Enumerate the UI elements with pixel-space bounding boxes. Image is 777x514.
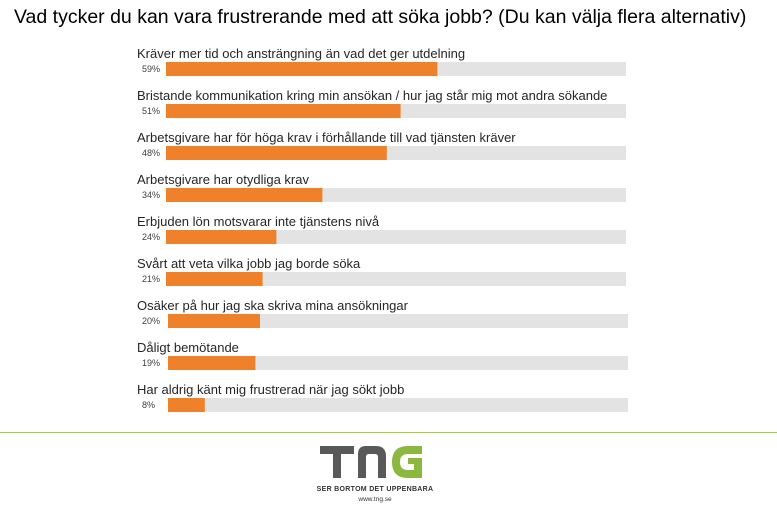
- bar-track: [166, 230, 626, 244]
- bar-row: Har aldrig känt mig frustrerad när jag s…: [137, 382, 628, 412]
- bar-row: Erbjuden lön motsvarar inte tjänstens ni…: [137, 214, 626, 244]
- bar-track: [168, 314, 628, 328]
- category-label: Svårt att veta vilka jobb jag borde söka: [137, 256, 361, 271]
- bar-chart: Kräver mer tid och ansträngning än vad d…: [137, 46, 628, 412]
- value-label: 19%: [142, 358, 160, 368]
- value-label: 48%: [142, 148, 160, 158]
- category-label: Har aldrig känt mig frustrerad när jag s…: [137, 382, 404, 397]
- category-label: Kräver mer tid och ansträngning än vad d…: [137, 46, 465, 61]
- logo-url: www.tng.se: [358, 496, 392, 503]
- bar-row: Bristande kommunikation kring min ansöka…: [137, 88, 626, 118]
- category-label: Arbetsgivare har för höga krav i förhåll…: [137, 130, 516, 145]
- category-label: Dåligt bemötande: [137, 340, 239, 355]
- bar: [166, 272, 263, 286]
- footer-divider: [0, 432, 777, 433]
- bar-row: Arbetsgivare har för höga krav i förhåll…: [137, 130, 626, 160]
- category-label: Osäker på hur jag ska skriva mina ansökn…: [137, 298, 409, 313]
- value-label: 51%: [142, 106, 160, 116]
- bar-track: [166, 272, 626, 286]
- bar-track: [168, 356, 628, 370]
- value-label: 20%: [142, 316, 160, 326]
- bar: [168, 398, 205, 412]
- bar-row: Kräver mer tid och ansträngning än vad d…: [137, 46, 626, 76]
- bar: [166, 104, 401, 118]
- value-label: 34%: [142, 190, 160, 200]
- value-label: 8%: [142, 400, 155, 410]
- bar: [166, 62, 438, 76]
- bar-row: Svårt att veta vilka jobb jag borde söka…: [137, 256, 626, 286]
- category-label: Bristande kommunikation kring min ansöka…: [137, 88, 607, 103]
- bar: [168, 314, 260, 328]
- bar-row: Osäker på hur jag ska skriva mina ansökn…: [137, 298, 628, 328]
- logo-tagline: SER BORTOM DET UPPENBARA: [316, 486, 434, 493]
- bar: [168, 356, 256, 370]
- bar: [166, 146, 387, 160]
- value-label: 21%: [142, 274, 160, 284]
- value-label: 24%: [142, 232, 160, 242]
- category-label: Arbetsgivare har otydliga krav: [137, 172, 309, 187]
- bar: [166, 188, 323, 202]
- tng-logo: [320, 446, 422, 478]
- bar-track: [168, 398, 628, 412]
- bar-row: Arbetsgivare har otydliga krav 34%: [137, 172, 626, 202]
- category-label: Erbjuden lön motsvarar inte tjänstens ni…: [137, 214, 380, 229]
- value-label: 59%: [142, 64, 160, 74]
- chart-title: Vad tycker du kan vara frustrerande med …: [14, 6, 747, 28]
- bar: [166, 230, 277, 244]
- bar-row: Dåligt bemötande 19%: [137, 340, 628, 370]
